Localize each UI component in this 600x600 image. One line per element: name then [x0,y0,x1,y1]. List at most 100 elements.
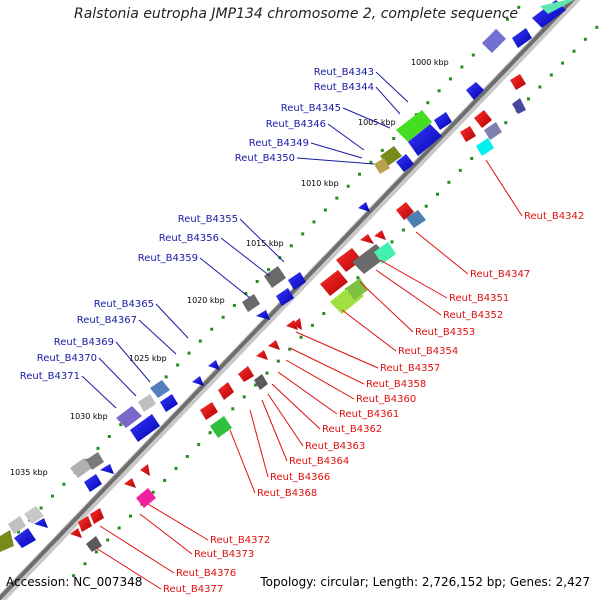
gene-label[interactable]: Reut_B4358 [366,379,426,390]
gene-arrow[interactable] [268,340,280,350]
gene-arrow[interactable] [408,124,442,156]
gene-arrow[interactable] [34,518,48,528]
gene-label[interactable]: Reut_B4362 [322,424,382,435]
gene-arrow[interactable] [474,110,492,128]
tick-dot [595,25,599,29]
gene-label[interactable]: Reut_B4359 [138,253,198,264]
label-leader-line [327,123,365,151]
gene-features [0,0,574,552]
gene-arrow[interactable] [70,458,92,478]
gene-arrow[interactable] [100,464,114,474]
gene-arrow[interactable] [242,294,260,312]
gene-label[interactable]: Reut_B4346 [266,119,326,130]
gene-arrow[interactable] [208,360,220,370]
gene-arrow[interactable] [86,536,102,552]
tick-dot [176,363,180,367]
gene-label[interactable]: Reut_B4365 [94,299,154,310]
gene-label[interactable]: Reut_B4366 [270,472,330,483]
gene-arrow[interactable] [540,0,574,14]
gene-block[interactable] [481,28,507,54]
gene-arrow[interactable] [254,374,268,390]
gene-arrow[interactable] [336,248,362,272]
label-leader-line [267,393,304,447]
gene-arrow[interactable] [374,242,396,264]
gene-arrow[interactable] [288,272,306,290]
gene-label[interactable]: Reut_B4352 [443,310,503,321]
gene-arrow[interactable] [374,158,390,174]
gene-label[interactable]: Reut_B4344 [314,82,374,93]
gene-arrow[interactable] [346,278,368,300]
gene-arrow[interactable] [150,380,170,398]
gene-arrow[interactable] [84,474,102,492]
gene-arrow[interactable] [512,98,526,114]
gene-label[interactable]: Reut_B4376 [176,568,236,579]
gene-arrow[interactable] [0,530,14,552]
gene-arrow[interactable] [86,452,104,470]
gene-label[interactable]: Reut_B4342 [524,211,584,222]
gene-arrow[interactable] [510,74,526,90]
gene-arrow[interactable] [8,516,26,534]
gene-label[interactable]: Reut_B4350 [235,153,295,164]
gene-label[interactable]: Reut_B4370 [37,353,97,364]
gene-arrow[interactable] [218,382,234,400]
gene-arrow[interactable] [210,416,232,438]
gene-arrow[interactable] [406,210,426,228]
gene-arrow[interactable] [358,202,370,212]
gene-label[interactable]: Reut_B4369 [54,337,114,348]
gene-arrow[interactable] [78,516,92,532]
gene-arrow[interactable] [136,488,156,508]
gene-arrow[interactable] [466,82,484,100]
gene-label[interactable]: Reut_B4360 [356,394,416,405]
gene-label[interactable]: Reut_B4343 [314,67,374,78]
gene-label[interactable]: Reut_B4357 [380,363,440,374]
gene-label[interactable]: Reut_B4372 [210,535,270,546]
tick-dot [242,395,246,399]
gene-arrow[interactable] [256,310,270,320]
gene-arrow[interactable] [138,394,156,412]
gene-label[interactable]: Reut_B4373 [194,549,254,560]
gene-label[interactable]: Reut_B4377 [163,584,223,595]
gene-arrow[interactable] [434,112,452,130]
gene-label[interactable]: Reut_B4371 [20,371,80,382]
gene-arrow[interactable] [460,126,476,142]
gene-arrow[interactable] [238,366,254,382]
gene-label[interactable]: Reut_B4361 [339,409,399,420]
gene-label[interactable]: Reut_B4367 [77,315,137,326]
gene-label[interactable]: Reut_B4364 [289,456,349,467]
gene-label[interactable]: Reut_B4349 [249,138,309,149]
gene-arrow[interactable] [396,110,432,142]
gene-label[interactable]: Reut_B4345 [281,103,341,114]
gene-label[interactable]: Reut_B4363 [305,441,365,452]
gene-arrow[interactable] [160,394,178,412]
gene-arrow[interactable] [512,28,532,48]
gene-arrow[interactable] [116,406,142,428]
gene-arrow[interactable] [130,414,160,442]
gene-label[interactable]: Reut_B4355 [178,214,238,225]
gene-arrow[interactable] [140,464,150,476]
gene-arrow[interactable] [320,270,348,296]
gene-arrow[interactable] [14,528,36,548]
gene-arrow[interactable] [276,288,294,306]
gene-arrow[interactable] [396,154,414,172]
gene-arrow[interactable] [374,230,386,240]
gene-arrow[interactable] [292,318,302,330]
gene-arrow[interactable] [476,138,494,156]
gene-arrow[interactable] [200,402,218,420]
gene-arrow[interactable] [70,528,82,538]
gene-arrow[interactable] [24,506,44,524]
gene-arrow[interactable] [90,508,104,524]
gene-arrow[interactable] [396,202,414,220]
gene-arrow[interactable] [256,350,268,360]
gene-label[interactable]: Reut_B4351 [449,293,509,304]
gene-label[interactable]: Reut_B4354 [398,346,458,357]
gene-label[interactable]: Reut_B4353 [415,327,475,338]
gene-label[interactable]: Reut_B4356 [159,233,219,244]
gene-label[interactable]: Reut_B4347 [470,269,530,280]
tick-dot [437,89,441,93]
gene-arrow[interactable] [360,234,374,244]
gene-arrow[interactable] [192,376,204,386]
gene-label[interactable]: Reut_B4368 [257,488,317,499]
gene-arrow[interactable] [484,122,502,140]
gene-arrow[interactable] [124,478,136,488]
gene-arrow[interactable] [264,266,286,288]
